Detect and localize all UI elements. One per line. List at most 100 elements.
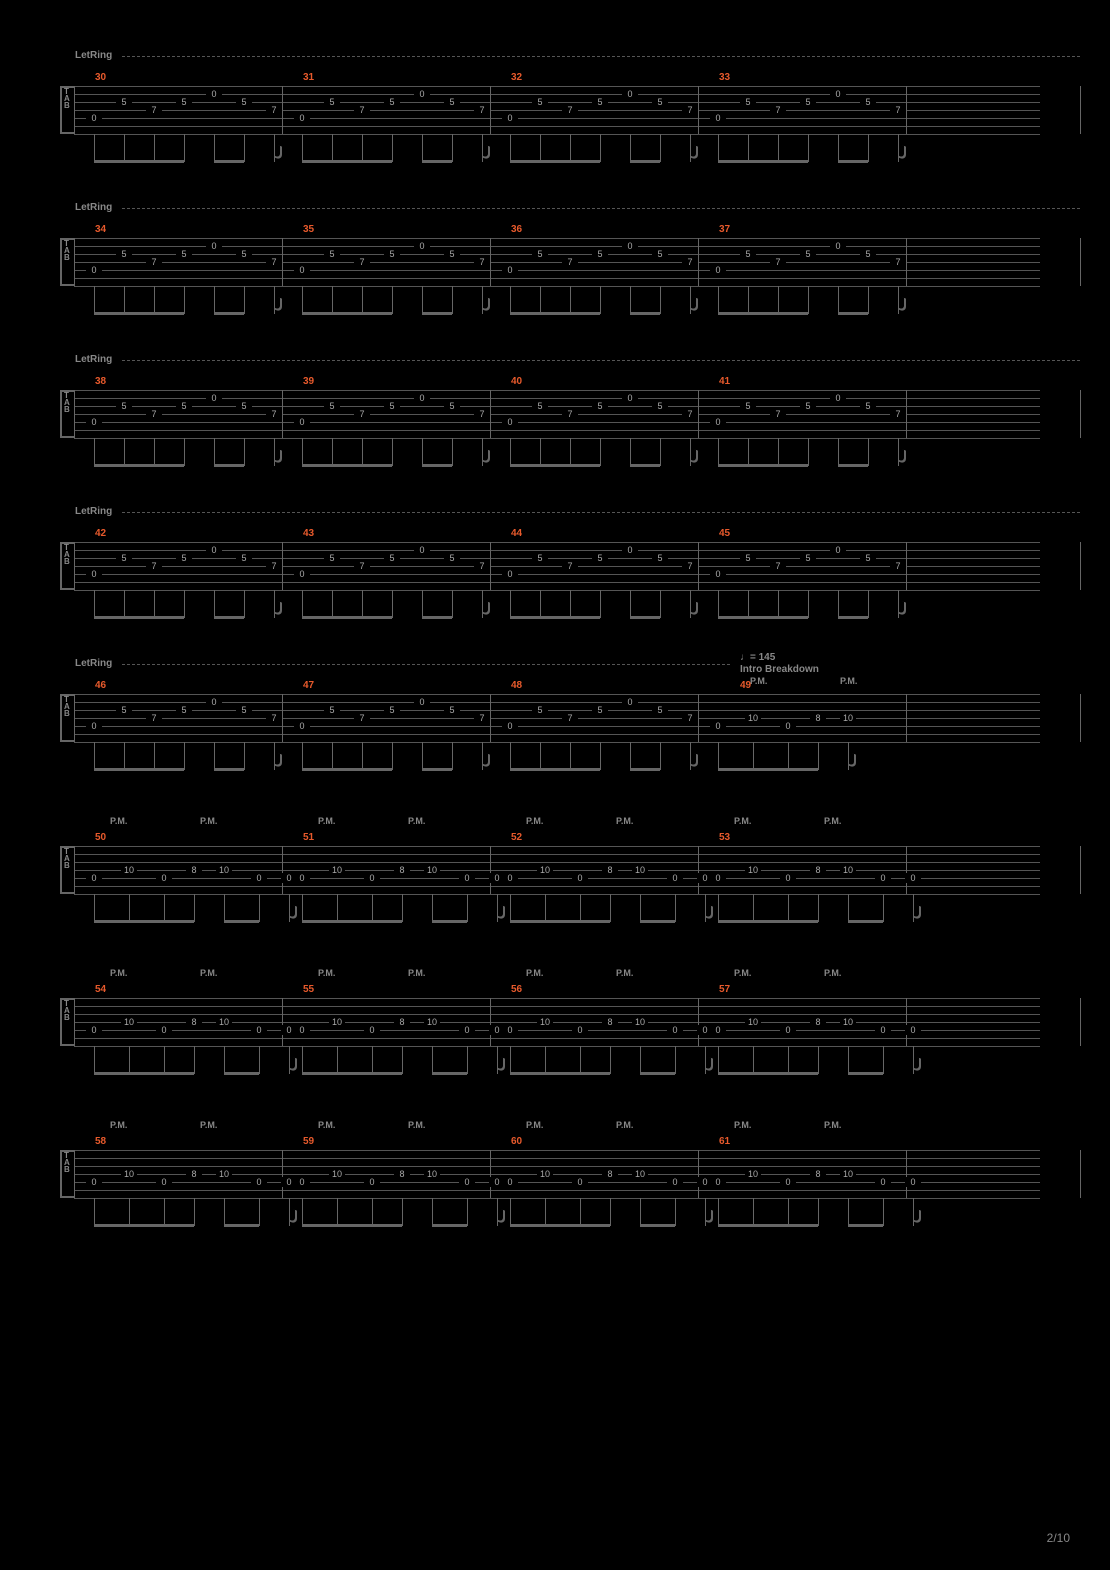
measure-number: 43 — [303, 528, 314, 539]
fret-number: 7 — [562, 561, 578, 571]
beam — [838, 160, 868, 163]
fret-number: 10 — [216, 1169, 232, 1179]
fret-number: 7 — [146, 409, 162, 419]
barline — [906, 238, 907, 286]
note-stem — [818, 1198, 819, 1226]
note-flag — [705, 1057, 713, 1072]
beam — [224, 920, 259, 923]
fret-number: 7 — [266, 409, 282, 419]
beam — [510, 160, 600, 163]
beam — [640, 1072, 675, 1075]
beam — [94, 1072, 194, 1075]
fret-number: 7 — [682, 713, 698, 723]
note-stem — [372, 1046, 373, 1074]
beam — [510, 616, 600, 619]
note-stem — [748, 134, 749, 162]
note-flag — [898, 297, 906, 312]
beam — [510, 1072, 610, 1075]
fret-number: 0 — [502, 721, 518, 731]
fret-number: 5 — [444, 401, 460, 411]
note-stem — [214, 438, 215, 466]
note-stem — [600, 438, 601, 466]
fret-number: 0 — [622, 89, 638, 99]
barline — [282, 86, 283, 134]
palm-mute-label: P.M. — [526, 968, 543, 978]
barline — [282, 542, 283, 590]
note-stem — [718, 438, 719, 466]
fret-number: 5 — [740, 249, 756, 259]
tab-clef: TAB — [64, 88, 70, 109]
fret-number: 8 — [810, 1017, 826, 1027]
fret-number: 5 — [532, 553, 548, 563]
note-stem — [718, 1046, 719, 1074]
beam — [630, 768, 660, 771]
note-flag — [274, 601, 282, 616]
barline — [906, 1150, 907, 1198]
note-stem — [718, 286, 719, 314]
fret-number: 10 — [537, 865, 553, 875]
fret-number: 5 — [444, 249, 460, 259]
letring-line — [122, 56, 1080, 57]
note-stem — [753, 1198, 754, 1226]
measure-number: 54 — [95, 984, 106, 995]
palm-mute-label: P.M. — [110, 816, 127, 826]
note-flag — [274, 753, 282, 768]
note-stem — [184, 590, 185, 618]
note-stem — [337, 894, 338, 922]
note-stem — [402, 1046, 403, 1074]
measure-number: 56 — [511, 984, 522, 995]
fret-number: 0 — [206, 393, 222, 403]
fret-number: 5 — [860, 97, 876, 107]
barline — [490, 390, 491, 438]
fret-number: 5 — [176, 249, 192, 259]
note-stem — [224, 1046, 225, 1074]
barline — [698, 390, 699, 438]
palm-mute-label: P.M. — [408, 816, 425, 826]
fret-number: 7 — [682, 561, 698, 571]
fret-number: 7 — [890, 409, 906, 419]
fret-number: 5 — [116, 249, 132, 259]
note-stem — [630, 438, 631, 466]
barline — [74, 1150, 75, 1198]
note-stem — [600, 286, 601, 314]
note-stem — [94, 1198, 95, 1226]
fret-number: 0 — [502, 113, 518, 123]
fret-number: 0 — [206, 241, 222, 251]
note-stem — [94, 1046, 95, 1074]
fret-number: 5 — [444, 553, 460, 563]
fret-number: 5 — [324, 249, 340, 259]
barline — [906, 846, 907, 894]
note-stem — [244, 742, 245, 770]
fret-number: 0 — [294, 873, 310, 883]
letring-line — [122, 512, 1080, 513]
fret-number: 0 — [294, 721, 310, 731]
fret-number: 0 — [414, 545, 430, 555]
fret-number: 0 — [86, 569, 102, 579]
beam — [214, 768, 244, 771]
note-stem — [164, 1046, 165, 1074]
fret-number: 10 — [121, 1017, 137, 1027]
measure-number: 38 — [95, 376, 106, 387]
fret-number: 10 — [424, 1169, 440, 1179]
fret-number: 7 — [354, 257, 370, 267]
barline — [74, 86, 75, 134]
note-stem — [748, 590, 749, 618]
palm-mute-label: P.M. — [734, 1120, 751, 1130]
fret-number: 7 — [354, 409, 370, 419]
fret-number: 0 — [86, 721, 102, 731]
note-stem — [630, 286, 631, 314]
fret-number: 10 — [329, 865, 345, 875]
fret-number: 0 — [622, 545, 638, 555]
note-stem — [432, 894, 433, 922]
palm-mute-label: P.M. — [824, 816, 841, 826]
palm-mute-label: P.M. — [408, 968, 425, 978]
note-stem — [302, 590, 303, 618]
fret-number: 5 — [444, 97, 460, 107]
note-flag — [482, 297, 490, 312]
staff-system: LetRingTAB343536370575057057505705750570… — [40, 202, 1070, 322]
beam — [432, 920, 467, 923]
note-stem — [610, 1198, 611, 1226]
beam — [432, 1072, 467, 1075]
fret-number: 0 — [667, 873, 683, 883]
note-stem — [392, 742, 393, 770]
